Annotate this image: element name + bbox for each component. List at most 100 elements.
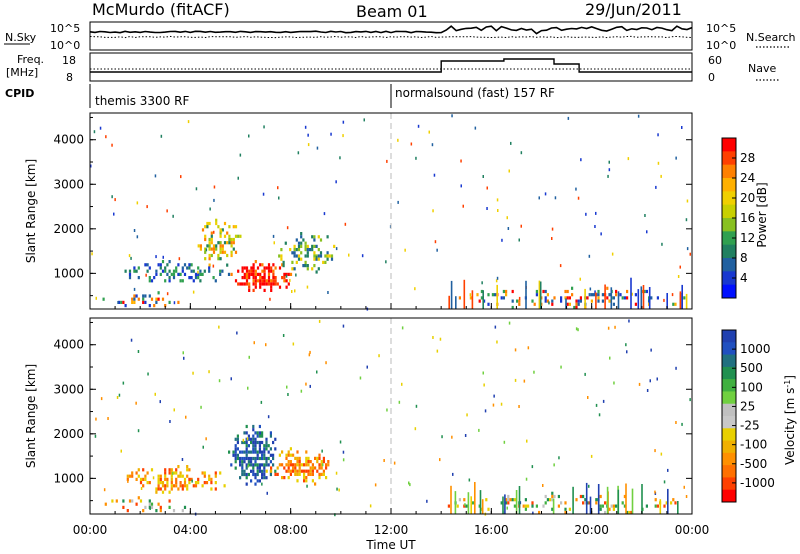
velocity-cell: [468, 478, 471, 482]
power-cell: [319, 254, 323, 258]
power-cell: [306, 244, 309, 248]
power-cell: [128, 276, 132, 280]
velocity-cell: [318, 466, 321, 470]
power-cell: [252, 272, 255, 276]
power-cell: [227, 272, 231, 276]
power-cell: [666, 293, 668, 309]
power-cell: [142, 294, 145, 298]
velocity-cell: [175, 477, 178, 481]
velocity-cell: [139, 477, 143, 481]
power-cell: [213, 198, 215, 202]
velocity-cell: [245, 472, 248, 477]
power-cell: [588, 293, 591, 297]
power-cell: [577, 196, 580, 200]
velocity-cell: [218, 325, 220, 329]
power-cell: [657, 161, 660, 165]
power-cell: [252, 282, 255, 286]
power-cell: [192, 290, 195, 294]
power-cell: [538, 196, 540, 200]
velocity-cell: [575, 498, 578, 502]
power-cell: [685, 293, 688, 309]
power-cell: [460, 184, 462, 188]
velocity-colorbar-tick-label: -500: [740, 457, 767, 471]
velocity-cell: [252, 424, 255, 429]
power-cell: [168, 279, 171, 283]
velocity-cell: [258, 440, 261, 445]
velocity-cell: [263, 463, 266, 467]
power-cell: [302, 238, 305, 242]
velocity-cell: [292, 453, 295, 457]
power-cell: [516, 299, 519, 303]
power-cell: [234, 279, 238, 283]
power-cell: [274, 266, 277, 270]
power-cell: [254, 285, 257, 289]
power-cell: [294, 289, 296, 293]
velocity-cell: [631, 488, 634, 514]
velocity-cell: [298, 456, 301, 460]
power-cell: [230, 272, 233, 276]
power-cell: [486, 186, 488, 190]
power-cell: [650, 296, 653, 300]
cpid-label: CPID: [5, 87, 34, 100]
velocity-cell: [254, 431, 257, 435]
velocity-cell: [241, 463, 244, 467]
velocity-colorbar-tick-label: -100: [740, 438, 767, 452]
velocity-cell: [649, 379, 651, 383]
power-cell: [542, 289, 545, 294]
velocity-cell: [234, 460, 237, 464]
power-cell: [209, 207, 211, 211]
power-cell: [480, 296, 483, 300]
velocity-cell: [186, 468, 189, 472]
power-cell: [313, 251, 316, 255]
velocity-cell: [210, 487, 213, 491]
velocity-colorbar-swatch: [722, 330, 736, 343]
velocity-cell: [263, 453, 266, 457]
power-cell: [297, 151, 300, 155]
velocity-cell: [276, 472, 279, 476]
velocity-cell: [115, 499, 118, 503]
velocity-cell: [305, 476, 308, 480]
power-cell: [593, 293, 596, 297]
velocity-cell: [234, 453, 237, 457]
velocity-cell: [557, 494, 560, 499]
velocity-cell: [245, 424, 248, 429]
power-cell: [215, 247, 218, 251]
velocity-ytick-label: 3000: [53, 382, 84, 396]
power-cell: [166, 263, 169, 267]
power-cell: [243, 266, 246, 270]
power-colorbar-swatch: [722, 231, 736, 246]
power-cell: [270, 288, 273, 292]
power-cell: [230, 241, 233, 245]
velocity-cell: [186, 465, 189, 469]
velocity-cell: [256, 450, 259, 454]
velocity-cell: [269, 434, 272, 438]
velocity-cell: [173, 408, 175, 412]
power-cell: [197, 276, 200, 280]
power-cell: [208, 247, 211, 251]
velocity-cell: [157, 484, 160, 488]
power-cell: [135, 294, 138, 298]
velocity-cell: [675, 421, 677, 424]
velocity-cell: [508, 321, 511, 325]
power-cell: [518, 302, 521, 306]
velocity-cell: [590, 454, 593, 458]
power-cell: [476, 293, 479, 297]
velocity-cell: [287, 450, 290, 454]
power-cell: [144, 294, 147, 298]
velocity-cell: [524, 504, 527, 508]
power-cell: [232, 225, 235, 229]
power-cell: [199, 279, 202, 283]
power-cell: [302, 264, 305, 268]
power-cell: [241, 266, 244, 270]
power-cell: [282, 264, 285, 268]
power-cell: [601, 299, 604, 303]
velocity-cell: [309, 469, 312, 473]
power-cell: [681, 126, 683, 129]
velocity-cell: [252, 437, 255, 441]
velocity-cell: [507, 501, 510, 505]
velocity-colorbar-label: Velocity [m s-1]: [783, 375, 797, 465]
power-cell: [289, 278, 291, 282]
power-cell: [232, 237, 235, 242]
power-cell: [579, 299, 582, 303]
power-cell: [487, 302, 490, 306]
